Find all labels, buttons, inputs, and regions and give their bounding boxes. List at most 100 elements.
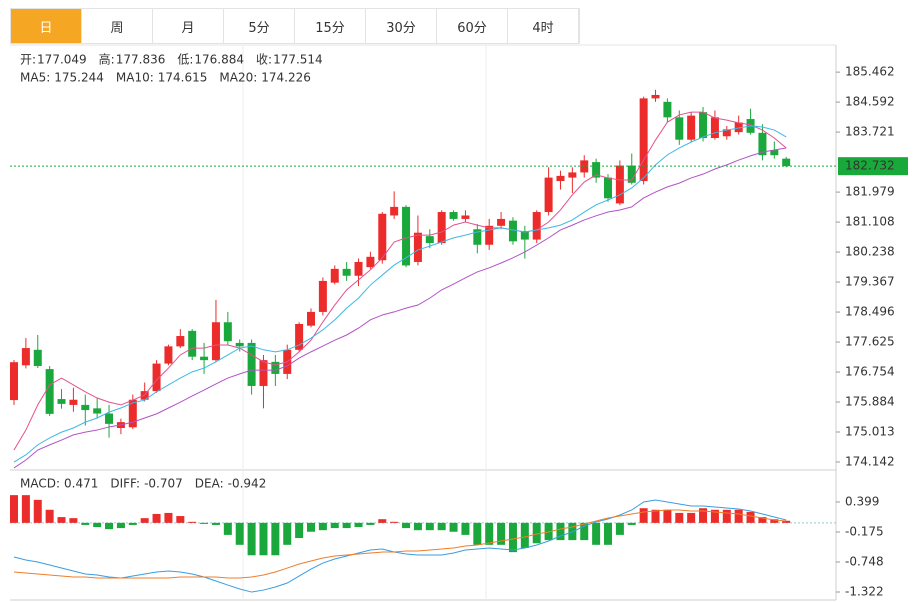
y-tick-label: 181.108: [845, 215, 895, 229]
y-tick-label: -1.322: [845, 584, 884, 598]
indicator-line: [13, 147, 787, 469]
candle-body: [69, 399, 78, 405]
indicator-line: [13, 499, 787, 593]
readout-value: 177.049: [37, 53, 87, 67]
period-tab[interactable]: 4时: [508, 9, 579, 43]
macd-bar: [283, 522, 292, 545]
macd-bar: [105, 522, 114, 530]
macd-bar: [247, 522, 256, 556]
macd-bar: [354, 522, 363, 528]
macd-bar: [128, 522, 137, 525]
macd-bar: [342, 522, 351, 529]
period-tab[interactable]: 60分: [437, 9, 508, 43]
macd-bar: [782, 520, 791, 523]
macd-bar: [176, 516, 185, 523]
y-tick-label: 175.013: [845, 425, 895, 439]
readout-label: 收:: [256, 53, 272, 67]
y-tick-label: 178.496: [845, 305, 895, 319]
candle-body: [497, 218, 506, 226]
macd-bar: [449, 522, 458, 532]
macd-bar: [402, 522, 411, 529]
macd-bar: [116, 522, 125, 529]
period-tab[interactable]: 15分: [295, 9, 366, 43]
readout-label: MA5:: [20, 71, 50, 85]
candle-body: [639, 98, 648, 182]
y-tick-label: 180.238: [845, 245, 895, 259]
candle-body: [722, 129, 731, 137]
candle-body: [307, 311, 315, 326]
macd-bar: [520, 522, 529, 548]
macd-bar: [592, 522, 601, 545]
readout-label: DEA:: [195, 477, 224, 491]
period-tab[interactable]: 5分: [224, 9, 295, 43]
candle-body: [568, 172, 577, 178]
macd-bar: [307, 522, 315, 532]
period-tabs: 日周月 5分 15分 30分 60分 4时: [10, 8, 580, 44]
candle-body: [770, 150, 779, 156]
y-tick-label: 185.462: [845, 65, 895, 79]
macd-bar: [81, 522, 90, 525]
candle-body: [271, 361, 280, 374]
candle-body: [295, 323, 304, 350]
macd-bar: [366, 522, 375, 525]
macd-bar: [140, 518, 149, 523]
candle-body: [508, 220, 517, 242]
y-tick-label: 177.625: [845, 335, 895, 349]
macd-bar: [318, 522, 327, 531]
macd-bar: [152, 513, 161, 523]
macd-bar: [746, 511, 755, 523]
macd-bar: [734, 509, 743, 523]
candle-body: [318, 280, 327, 312]
period-tab[interactable]: 周: [82, 9, 153, 43]
last-price-tag: [838, 157, 908, 176]
readout-value: 174.615: [158, 71, 208, 85]
candle-body: [520, 230, 529, 240]
candle-body: [604, 177, 612, 199]
macd-bar: [211, 522, 220, 525]
macd-bar: [69, 518, 78, 523]
macd-bar: [699, 508, 708, 523]
macd-bar: [223, 522, 232, 535]
macd-bar: [722, 509, 731, 523]
candle-body: [200, 356, 209, 361]
candle-body: [532, 212, 541, 240]
candle-body: [247, 342, 256, 386]
indicator-line: [13, 125, 787, 463]
candle-body: [687, 115, 696, 140]
candle-body: [556, 175, 565, 182]
readout-label: 高:: [99, 52, 115, 67]
readout-label: MA10:: [116, 71, 154, 85]
macd-bar: [330, 522, 339, 529]
macd-bar: [461, 522, 470, 535]
candle-body: [81, 404, 90, 411]
macd-bar: [57, 517, 66, 523]
indicator-line: [13, 111, 787, 451]
macd-bar: [45, 509, 54, 523]
candle-body: [449, 212, 458, 219]
period-tab[interactable]: 月: [153, 9, 224, 43]
candle-body: [544, 177, 553, 213]
y-tick-label: 175.884: [845, 395, 895, 409]
readout-label: 开:: [20, 53, 36, 67]
period-tab[interactable]: 日: [11, 9, 82, 43]
macd-bar: [378, 519, 387, 523]
macd-bar: [235, 522, 244, 545]
candle-body: [188, 330, 197, 357]
y-tick-label: 183.721: [845, 125, 895, 139]
macd-bar: [473, 522, 482, 545]
macd-bar: [21, 495, 30, 523]
candle-body: [461, 215, 470, 219]
candle-body: [437, 212, 446, 244]
candle-body: [592, 162, 601, 178]
candle-body: [128, 399, 137, 428]
candle-body: [366, 256, 375, 268]
readout-value: -0.707: [144, 477, 183, 491]
period-tab[interactable]: 30分: [366, 9, 437, 43]
macd-bar: [508, 522, 517, 553]
candle-body: [734, 122, 743, 133]
readout-label: DIFF:: [110, 477, 140, 491]
readout-value: 174.226: [261, 71, 311, 85]
candle-body: [354, 261, 363, 276]
